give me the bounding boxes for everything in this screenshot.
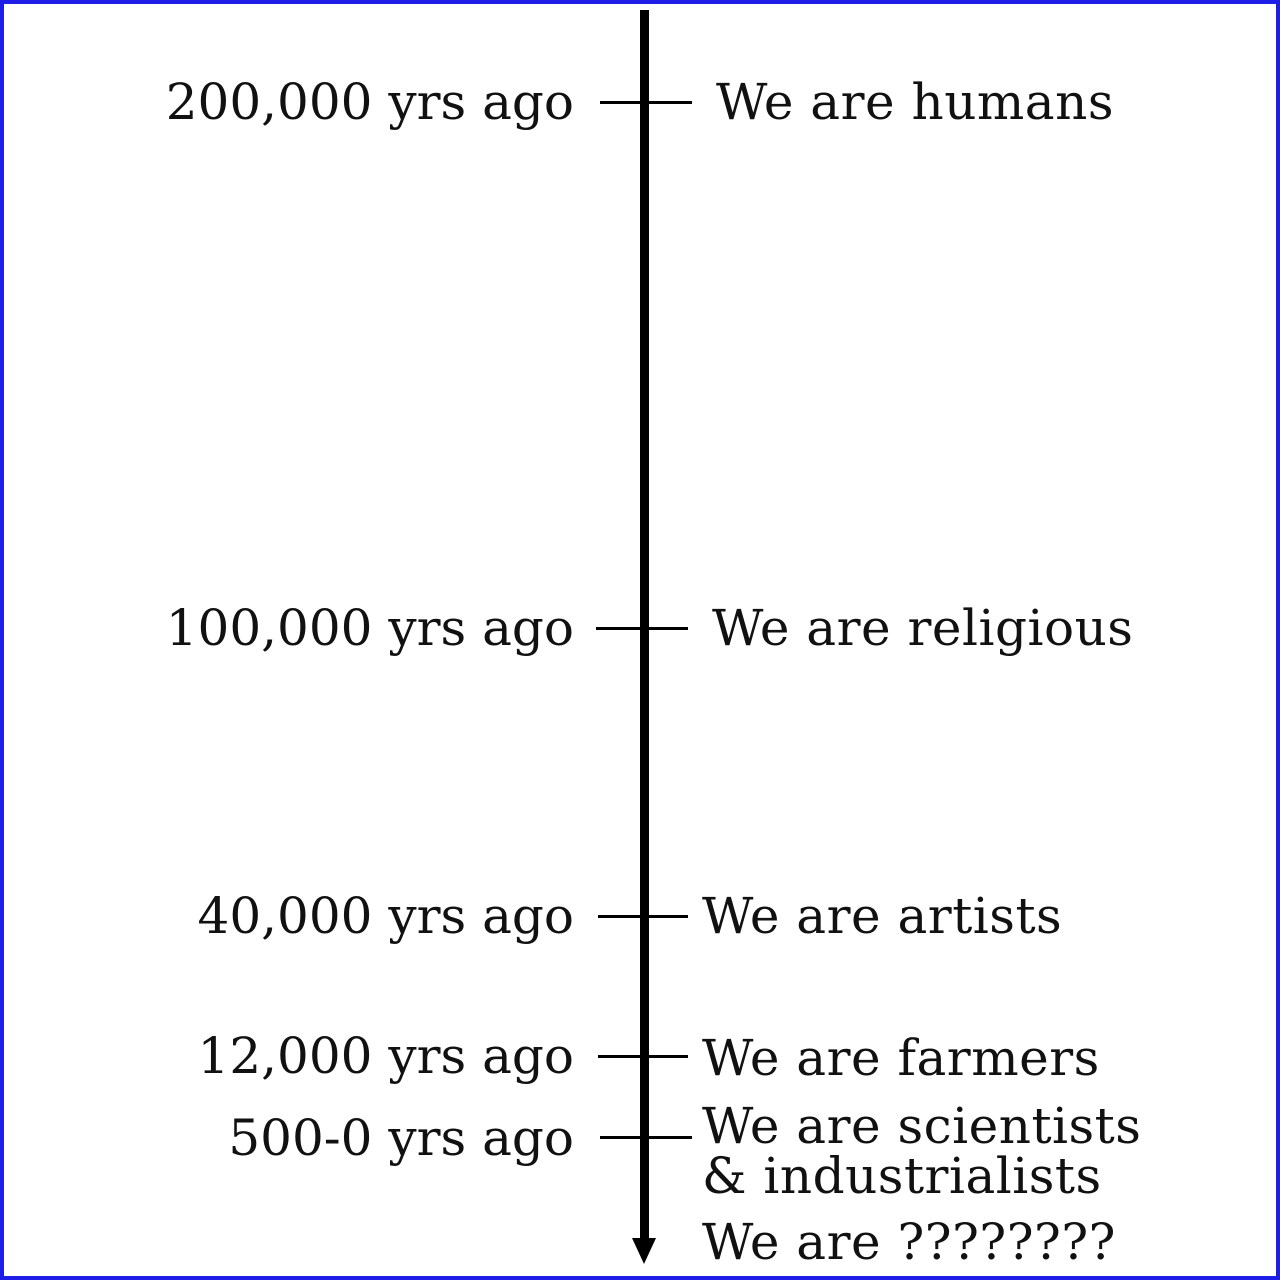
- event-label-farmers: We are farmers: [702, 1029, 1100, 1087]
- date-label-40000: 40,000 yrs ago: [197, 887, 574, 945]
- date-label-100000: 100,000 yrs ago: [165, 599, 574, 657]
- tick-100000: [596, 627, 688, 630]
- date-label-500-0: 500-0 yrs ago: [228, 1109, 574, 1167]
- event-label-artists: We are artists: [702, 887, 1063, 945]
- event-label-religious: We are religious: [712, 599, 1134, 657]
- timeline-axis: [640, 10, 649, 1240]
- tick-200000: [600, 101, 692, 104]
- tick-500-0: [600, 1136, 692, 1139]
- timeline-arrowhead: [632, 1238, 656, 1264]
- event-label-future: We are ????????: [702, 1213, 1116, 1271]
- tick-40000: [598, 915, 688, 918]
- event-label-scientists: We are scientists: [702, 1097, 1142, 1155]
- date-label-12000: 12,000 yrs ago: [197, 1027, 574, 1085]
- date-label-200000: 200,000 yrs ago: [165, 73, 574, 131]
- event-label-humans: We are humans: [716, 73, 1114, 131]
- tick-12000: [598, 1055, 688, 1058]
- event-label-industrialists: & industrialists: [702, 1147, 1102, 1205]
